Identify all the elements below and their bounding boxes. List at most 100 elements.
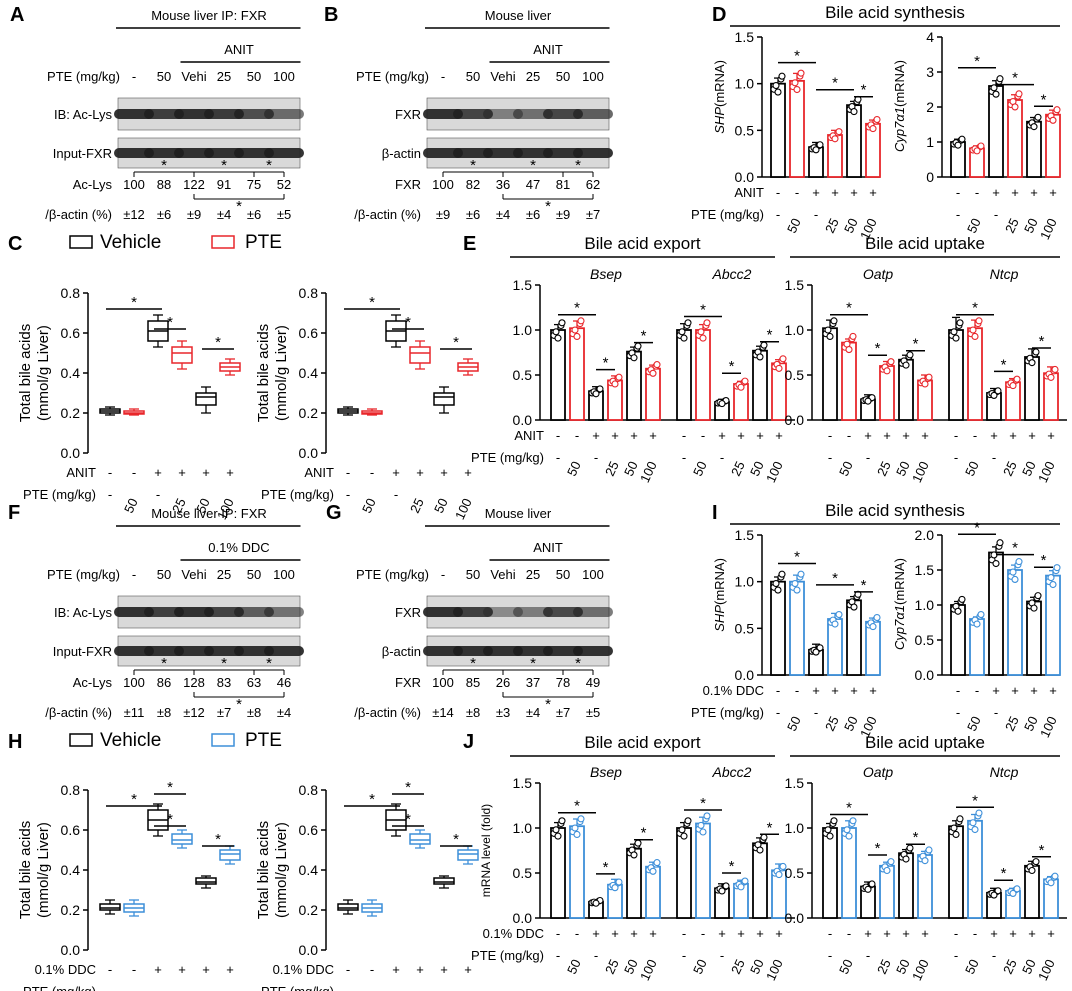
chart-I2-dot-5-2: [1047, 574, 1055, 582]
chart-E1-g1-dot-2-4: [718, 400, 726, 408]
chart-H1-y-tick-label-0: 0.0: [61, 942, 81, 958]
chart-C1-y-tick-label-3: 0.6: [61, 325, 81, 341]
chart-E1-g0-cond-label: ANIT: [514, 428, 544, 443]
chart-E1-g0-dot-0-2: [552, 328, 560, 336]
chart-J2-g1-dot-4-4: [1028, 866, 1036, 875]
chart-H1-y-tick-label-4: 0.8: [61, 782, 81, 798]
chart-I2-dot-2-3: [996, 539, 1004, 547]
chart-H2-1-sig-star: *: [405, 811, 411, 828]
blot-A-value-5: 52: [277, 177, 291, 192]
chart-I2-ylabel: (mRNA): [892, 558, 907, 605]
chart-E1-g1-pte-3: 25: [728, 459, 748, 478]
chart-E1-g1-bar-1: [695, 329, 711, 421]
blot-B-error-3: ±6: [526, 207, 540, 222]
chart-H2-pte-2: -: [394, 984, 398, 991]
chart-E2-g0-dot-5-3: [925, 373, 933, 381]
chart-E1-g0-1-sig-star: *: [603, 355, 609, 372]
chart-D1-dot-2-3: [816, 141, 824, 149]
blot-F-bracket-lower-star: *: [236, 696, 242, 713]
panel-letter-B: B: [324, 4, 338, 26]
blot-A-lane-5: 100: [273, 69, 295, 84]
chart-I2-y-tick-label-4: 2.0: [915, 527, 935, 543]
blot-G-band-0-2: [483, 607, 523, 617]
chart-D1-1-sig-star: *: [832, 75, 838, 92]
blot-G-row-label-1: β-actin: [382, 644, 421, 659]
chart-E1-g0-cond-5: +: [649, 428, 657, 443]
chart-E2-g1-bar-0: [948, 329, 964, 421]
blot-B-error-2: ±4: [496, 207, 510, 222]
chart-E2-g0-cond-0: -: [828, 428, 832, 443]
chart-J2-g0-pte-4: 50: [893, 957, 913, 976]
blot-F-band-1-0: [114, 646, 154, 656]
legend-H-vehicle-label: Vehicle: [100, 730, 161, 751]
chart-J2-g1-cond-2: +: [990, 926, 998, 941]
blot-F-row-label-0: IB: Ac-Lys: [54, 605, 113, 620]
chart-E1-g0-dot-0-4: [554, 334, 562, 342]
chart-E1-g0-cond-2: +: [592, 428, 600, 443]
chart-E1-g0-cond-3: +: [611, 428, 619, 443]
chart-D2-pte-4: 50: [1021, 216, 1041, 235]
chart-E1-g0-bar-0: [550, 329, 566, 421]
blot-G-lane-5: 100: [582, 567, 604, 582]
chart-E2-g0-dot-5-4: [921, 380, 929, 388]
chart-I1-dot-2-4: [812, 648, 820, 656]
chart-E1-g0-pte-4: 50: [621, 459, 641, 478]
chart-D1-cond-2: +: [812, 185, 820, 200]
chart-J1-g1-1-sig-star: *: [729, 858, 735, 875]
chart-I2-gene: Cyp7α1: [892, 605, 907, 650]
chart-J1-g1-pte-4: 50: [747, 957, 767, 976]
chart-I1-dot-2-3: [816, 644, 824, 652]
chart-E1-g0-dot-3-4: [611, 380, 619, 388]
chart-E1-g0-dot-3-3: [615, 373, 623, 381]
blot-A-value-0: 100: [123, 177, 145, 192]
chart-H1-cond-0: -: [108, 962, 112, 977]
chart-E2-g1-cond-1: -: [973, 428, 977, 443]
chart-C1-y-tick-label-2: 0.4: [61, 365, 81, 381]
chart-D2-dot-4-4: [1030, 123, 1038, 131]
chart-I1-dot-1-2: [791, 579, 799, 588]
chart-H1-y-tick-label-1: 0.2: [61, 902, 81, 918]
chart-I1-cond-0: -: [776, 683, 780, 698]
chart-E1-g1-cond-2: +: [718, 428, 726, 443]
chart-J2-g0-cond-5: +: [921, 926, 929, 941]
legend-H-pte-swatch: [211, 733, 235, 747]
chart-H2-cond-5: +: [464, 962, 472, 977]
chart-I2-pte-5: 100: [1037, 714, 1060, 740]
chart-E1-g0-dot-2-3: [596, 385, 604, 393]
blot-F-value-4: 63: [247, 675, 261, 690]
chart-H1-2-sig-star: *: [215, 831, 221, 848]
chart-J2-g1-cond-1: -: [973, 926, 977, 941]
chart-C1-pte-2: -: [156, 487, 160, 502]
blot-B-row-label-1: β-actin: [382, 146, 421, 161]
blot-G-treatment-label: ANIT: [533, 540, 563, 555]
chart-D2-0-sig-star: *: [974, 53, 980, 70]
chart-J1-g1-cond-0: -: [682, 926, 686, 941]
blot-G-title: Mouse liver: [485, 506, 552, 521]
chart-D2-dot-5-4: [1049, 116, 1057, 124]
blot-F-error-3: ±7: [217, 705, 231, 720]
blot-A-band-0-1: [144, 109, 184, 119]
chart-D2-pte-0: -: [956, 207, 960, 222]
blot-G-band-1-4: [543, 646, 583, 656]
chart-J2-g1-bar-0: [948, 825, 964, 919]
blot-A-error-3: ±4: [217, 207, 231, 222]
chart-J2-g1-pte-0: -: [954, 948, 958, 963]
chart-H2-cond-2: +: [392, 962, 400, 977]
chart-D2-y-tick-label-2: 2: [926, 99, 934, 115]
chart-E2-g1-dot-0-2: [950, 328, 958, 336]
chart-E1-g1-dot-5-3: [779, 355, 787, 363]
chart-E2-g0-0-sig-star: *: [846, 300, 852, 317]
chart-E2-g1-dot-2-4: [990, 391, 998, 399]
chart-E1-g0-dot-1-4: [573, 332, 581, 341]
chart-I2-0-sig-star: *: [974, 519, 980, 536]
chart-E2-g0-pte-0: -: [828, 450, 832, 465]
chart-D2-dot-3-3: [1015, 90, 1023, 98]
chart-J2-g0-bar-5: [917, 854, 933, 919]
chart-H2-cond-4: +: [440, 962, 448, 977]
chart-J2-g1-0-sig-star: *: [972, 792, 978, 809]
chart-J1-g1-dot-5-4: [775, 871, 783, 879]
blot-G-value-1: 85: [466, 675, 480, 690]
chart-J2-g0-pte-1: 50: [836, 957, 856, 976]
chart-E2-g1-dot-1-4: [971, 332, 979, 341]
chart-D2-y-tick-label-3: 3: [926, 64, 934, 80]
